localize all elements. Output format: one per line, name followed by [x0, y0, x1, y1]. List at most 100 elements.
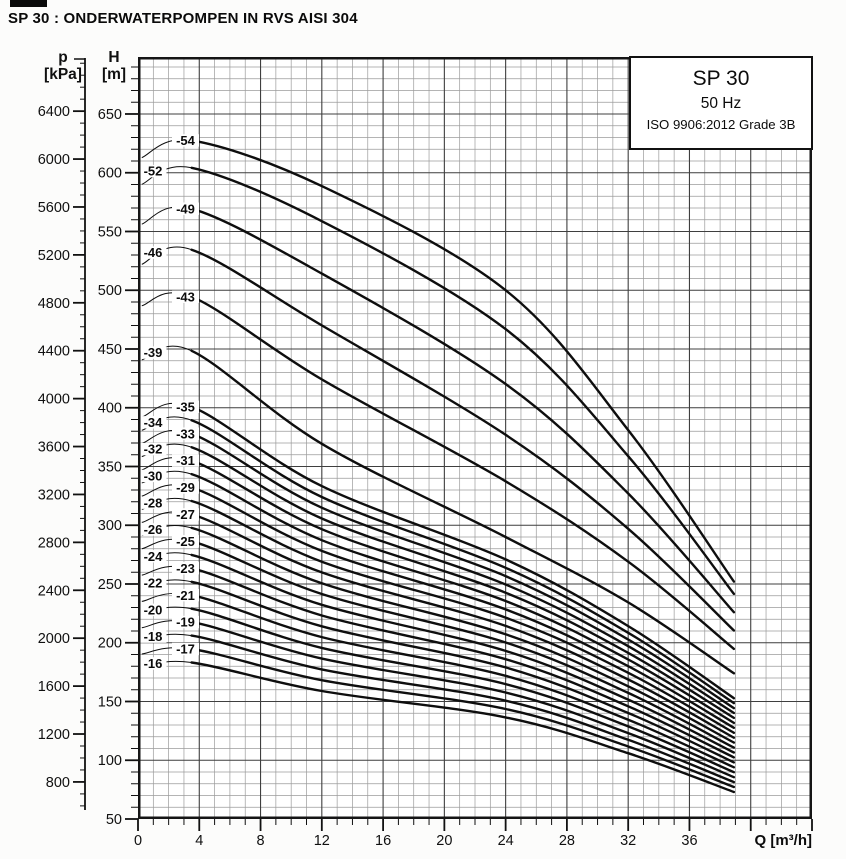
curve-label-bg-39	[139, 346, 167, 359]
x-tick-label-16: 16	[375, 833, 391, 849]
curve-label-43: -43	[176, 289, 195, 304]
pump-curve-22	[190, 580, 736, 764]
pump-curve-43	[190, 295, 736, 651]
pump-curve-35	[190, 405, 736, 700]
curve-label-17: -17	[176, 642, 195, 657]
curve-label-19: -19	[176, 615, 195, 630]
pump-curve-29	[190, 486, 736, 729]
curve-label-bg-49	[172, 202, 199, 215]
h-tick-label-550: 550	[98, 224, 122, 240]
pump-curve-19	[190, 620, 736, 779]
pump-curve-23	[190, 567, 736, 759]
legend-standard: ISO 9906:2012 Grade 3B	[646, 117, 796, 132]
curve-label-bg-35	[172, 400, 199, 414]
curve-label-bg-27	[172, 508, 199, 521]
p-tick-label-2000: 2000	[38, 631, 70, 647]
curve-label-28: -28	[144, 495, 163, 510]
pump-curve-18	[190, 634, 736, 784]
curve-labels: -54-52-49-46-43-39-35-34-33-32-31-30-29-…	[139, 133, 199, 671]
pump-curve-21	[190, 594, 736, 769]
p-tick-label-2800: 2800	[38, 535, 70, 551]
p-tick-label-3600: 3600	[38, 440, 70, 456]
curve-label-21: -21	[176, 588, 195, 603]
legend-model: SP 30	[692, 67, 750, 90]
pump-curve-34	[190, 419, 736, 705]
curve-label-24: -24	[144, 549, 164, 564]
curve-label-26: -26	[144, 522, 163, 537]
h-axis-symbol: H	[108, 49, 120, 66]
curve-label-bg-21	[172, 588, 199, 602]
plot-area: -54-52-49-46-43-39-35-34-33-32-31-30-29-…	[138, 57, 812, 819]
h-tick-label-300: 300	[98, 518, 122, 534]
x-tick-label-12: 12	[314, 833, 330, 849]
h-axis-unit: [m]	[101, 66, 127, 83]
page-title: SP 30 : ONDERWATERPOMPEN IN RVS AISI 304	[8, 10, 358, 27]
p-tick-label-4400: 4400	[38, 344, 70, 360]
curve-label-bg-30	[139, 469, 167, 483]
curve-label-54: -54	[176, 133, 196, 148]
pump-curve-54	[190, 139, 736, 583]
pump-curve-20	[190, 607, 736, 774]
scan-corner-mark	[10, 0, 47, 7]
pump-curve-17	[190, 647, 736, 789]
curve-label-bg-26	[139, 523, 167, 536]
pump-curve-16	[190, 661, 736, 794]
p-tick-label-1200: 1200	[38, 727, 70, 743]
x-tick-label-28: 28	[559, 833, 575, 849]
legend-frequency: 50 Hz	[700, 95, 742, 112]
x-tick-label-0: 0	[134, 833, 142, 849]
curve-label-bg-43	[172, 290, 199, 303]
curve-label-31: -31	[176, 453, 195, 468]
p-tick-label-6000: 6000	[38, 152, 70, 168]
curve-label-39: -39	[144, 345, 163, 360]
h-tick-label-100: 100	[98, 753, 122, 769]
curve-label-30: -30	[144, 468, 163, 483]
x-tick-label-24: 24	[498, 833, 514, 849]
pump-curve-49	[190, 207, 736, 614]
p-tick-label-2400: 2400	[38, 583, 70, 599]
curve-label-bg-33	[172, 427, 199, 440]
x-tick-label-32: 32	[620, 833, 636, 849]
grid-major	[138, 57, 812, 819]
curve-label-16: -16	[144, 656, 163, 671]
p-axis-title: p [kPa]	[44, 49, 82, 83]
curve-label-33: -33	[176, 426, 195, 441]
h-tick-label-400: 400	[98, 401, 122, 417]
pump-curve-33	[190, 432, 736, 710]
x-axis-unit-label: Q [m³/h]	[755, 832, 813, 849]
pump-curve-46	[190, 248, 736, 632]
legend-box: SP 30 50 Hz ISO 9906:2012 Grade 3B	[629, 56, 813, 150]
h-tick-label-350: 350	[98, 459, 122, 475]
curve-label-bg-17	[172, 642, 199, 656]
x-tick-label-20: 20	[436, 833, 452, 849]
curve-label-23: -23	[176, 561, 195, 576]
curve-label-bg-23	[172, 562, 199, 575]
pump-curve-24	[190, 553, 736, 754]
curve-label-bg-28	[139, 496, 167, 509]
curve-label-bg-32	[139, 442, 167, 456]
axis-ticks	[73, 58, 813, 831]
pump-curves	[190, 139, 736, 794]
curve-label-bg-29	[172, 481, 199, 494]
h-tick-label-150: 150	[98, 694, 122, 710]
p-tick-label-4000: 4000	[38, 392, 70, 408]
pump-curve-30	[190, 472, 736, 725]
grid-minor	[138, 57, 812, 819]
curve-label-18: -18	[144, 629, 163, 644]
p-tick-label-5200: 5200	[38, 248, 70, 264]
pump-curve-39	[190, 349, 736, 675]
h-tick-label-250: 250	[98, 577, 122, 593]
h-tick-label-50: 50	[106, 812, 122, 828]
pump-curve-27	[190, 513, 736, 739]
pump-curve-32	[190, 446, 736, 715]
curve-label-32: -32	[144, 442, 163, 457]
curve-label-22: -22	[144, 576, 163, 591]
curve-label-27: -27	[176, 507, 195, 522]
curve-label-bg-52	[139, 164, 167, 178]
p-tick-label-5600: 5600	[38, 200, 70, 216]
p-tick-label-4800: 4800	[38, 296, 70, 312]
h-tick-label-450: 450	[98, 342, 122, 358]
h-tick-label-500: 500	[98, 283, 122, 299]
p-tick-label-6400: 6400	[38, 104, 70, 120]
